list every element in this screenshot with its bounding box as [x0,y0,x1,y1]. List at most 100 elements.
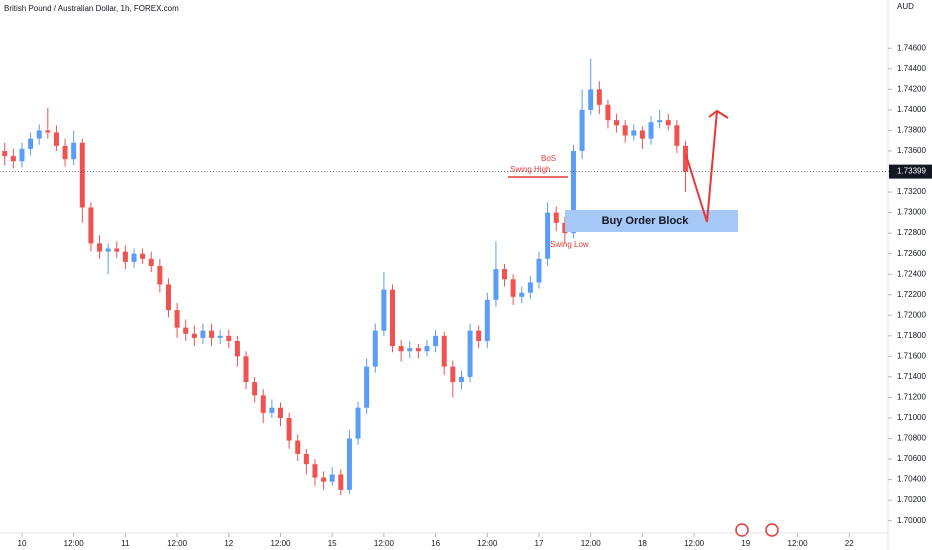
candle-body [502,269,508,280]
x-tick-label: 12:00 [788,539,809,548]
candle-body [527,282,533,293]
candle-body [441,335,447,367]
candle-body [622,125,628,136]
candle-body [28,138,34,149]
candle-body [131,253,137,262]
candle-body [450,366,456,383]
y-tick-label: 1.71200 [897,393,926,402]
last-price-box [889,164,932,179]
candle-body [45,130,51,133]
candle-body [398,346,404,352]
candle-body [682,145,688,172]
y-tick-label: 1.72800 [897,228,926,237]
y-axis-unit: AUD [897,2,914,11]
candle-body [209,330,215,338]
candle-body [467,330,473,377]
candle-body [346,438,352,490]
candle-body [140,253,146,259]
candle-body [407,348,413,352]
candle-body [657,120,663,123]
y-tick-label: 1.70200 [897,495,926,504]
candle-body [415,348,421,352]
candle-body [62,145,68,160]
candle-body [303,453,309,465]
swing-high-label: Swing High [510,165,550,174]
candle-body [88,207,94,244]
x-tick-label: 12:00 [167,539,188,548]
x-tick-label: 19 [741,539,750,548]
event-icon[interactable] [735,523,749,537]
y-tick-label: 1.71600 [897,351,926,360]
candle-body [114,248,120,252]
candle-body [174,310,180,328]
projection-arrow [685,110,718,223]
chart-title: British Pound / Australian Dollar, 1h, F… [4,4,179,13]
x-tick-label: 15 [328,539,337,548]
candle-body [519,292,525,297]
x-tick-label: 16 [431,539,440,548]
candle-body [260,395,266,413]
y-tick-label: 1.74000 [897,105,926,114]
bos-label: BoS [541,154,556,163]
order-block-label: Buy Order Block [602,215,690,227]
y-tick-label: 1.71400 [897,372,926,381]
candle-body [36,130,42,139]
candle-body [122,251,128,262]
candle-body [338,474,344,490]
candle-body [217,335,223,338]
candle-body [10,156,16,162]
x-tick-label: 12:00 [374,539,395,548]
x-tick-label: 12:00 [64,539,85,548]
y-tick-label: 1.74400 [897,64,926,73]
candle-body [588,89,594,110]
x-tick-label: 17 [535,539,544,548]
candle-body [165,284,171,311]
candle-body [355,407,361,439]
candle-body [2,150,8,157]
arrow-head [708,109,729,119]
candle-body [484,299,490,341]
y-tick-label: 1.70000 [897,516,926,525]
swing-low-label: Swing Low [550,240,589,249]
candle-body [234,340,240,357]
y-tick-label: 1.73600 [897,146,926,155]
candle-body [329,474,335,482]
candle-body [493,269,499,300]
candle-body [97,243,103,252]
candle-body [183,327,189,334]
candle-body [639,130,645,139]
candle-body [424,346,430,352]
candle-body [321,477,327,482]
y-tick-label: 1.70400 [897,475,926,484]
candle-body [631,130,637,136]
candle-body [148,258,154,266]
candle-body [157,265,163,285]
candle-body [269,407,275,413]
y-tick-label: 1.74600 [897,43,926,52]
order-block [565,210,738,232]
candle-body [200,330,206,338]
x-tick-label: 12:00 [477,539,498,548]
candle-body [570,150,576,234]
x-tick-label: 12:00 [270,539,291,548]
candle-body [312,464,318,478]
candle-body [433,335,439,347]
y-tick-label: 1.72200 [897,290,926,299]
event-icon[interactable] [765,523,779,537]
candle-body [71,142,77,160]
y-tick-label: 1.72600 [897,249,926,258]
y-tick-label: 1.70800 [897,434,926,443]
candle-body [579,109,585,151]
y-tick-label: 1.73800 [897,126,926,135]
candle-body [79,142,85,208]
last-price-label: 1.73399 [897,167,926,176]
candle-body [562,222,568,234]
candle-body [53,132,59,146]
y-tick-label: 1.73000 [897,208,926,217]
candle-body [458,376,464,383]
candle-body [191,333,197,338]
x-tick-label: 12:00 [684,539,705,548]
candle-body [614,120,620,126]
candle-body [545,212,551,259]
candle-body [277,407,283,418]
